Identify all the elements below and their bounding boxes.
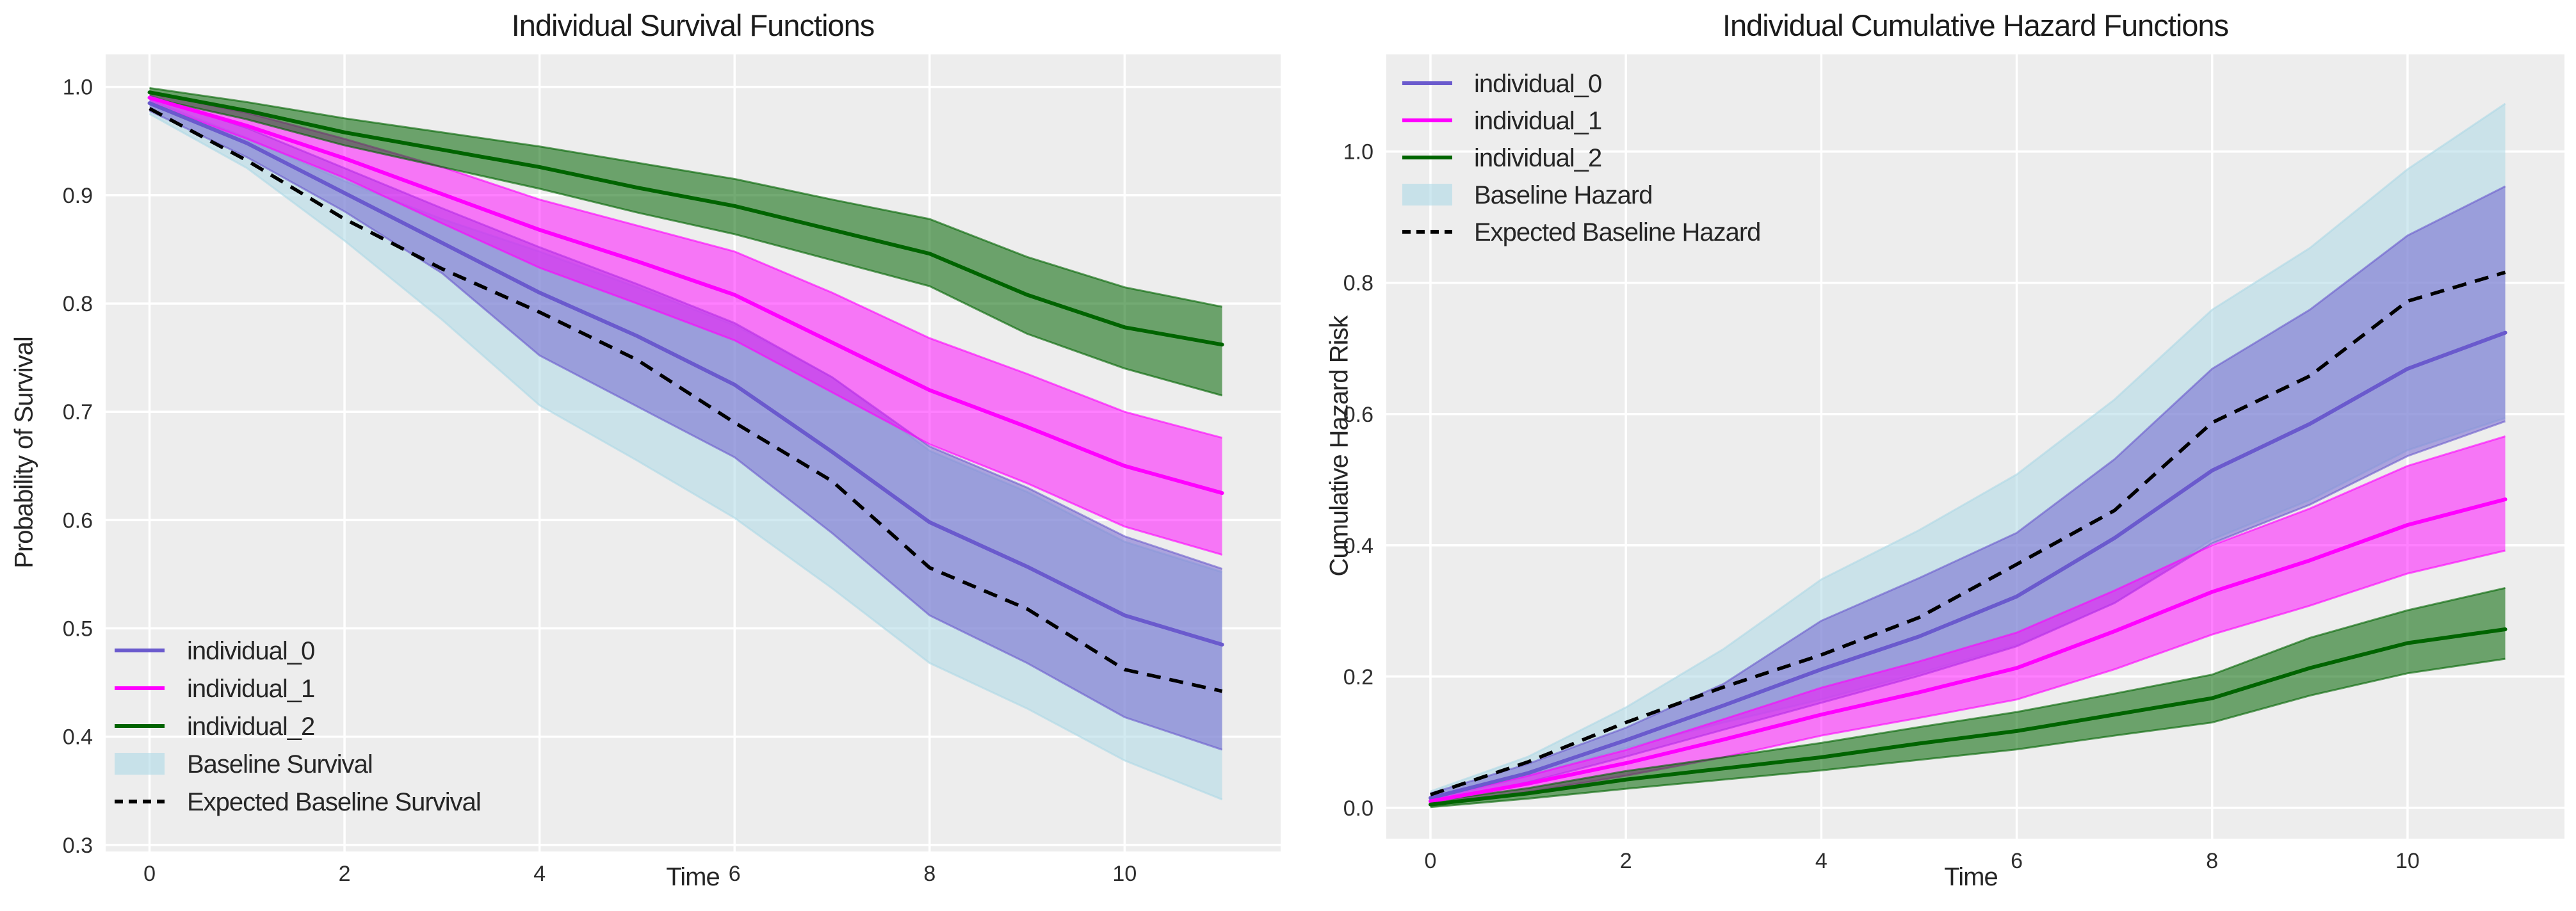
legend-label-baseline-survival: Baseline Survival: [187, 750, 373, 778]
hazard-y-axis-label: Cumulative Hazard Risk: [1325, 316, 1354, 577]
line-individual_2: [1428, 627, 2507, 807]
legend-label-individual_1: individual_1: [187, 675, 314, 703]
x-tick-label: 2: [339, 862, 351, 886]
band-lower-edge: [149, 109, 1223, 751]
band-upper-edge: [1430, 586, 2506, 803]
x-tick-label: 0: [143, 862, 156, 886]
hazard-chart: 0 2 4 6 8 10 0.0 0.2 0.4 0.6 0.8 1.0 individual_0ind…: [1343, 54, 2564, 873]
hazard-chart-title: Individual Cumulative Hazard Functions: [1722, 8, 2229, 42]
legend-label-individual_2: individual_2: [1474, 144, 1601, 172]
y-tick-label: 0.8: [63, 292, 93, 316]
y-tick-label: 0.3: [63, 834, 93, 858]
x-tick-label: 0: [1425, 849, 1437, 873]
y-tick-label: 1.0: [1343, 140, 1373, 165]
y-tick-label: 0.6: [63, 508, 93, 533]
x-tick-label: 4: [533, 862, 546, 886]
line-individual_2: [147, 90, 1224, 347]
survival-y-axis-label: Probability of Survival: [10, 337, 38, 568]
confidence-band-individual_1: [1430, 436, 2506, 805]
y-tick-label: 0.4: [63, 725, 93, 750]
band-upper-edge: [1430, 102, 2506, 793]
line-expected-baseline-hazard: [1430, 270, 2506, 796]
confidence-band-individual_0: [1430, 186, 2506, 803]
x-tick-label: 6: [2011, 849, 2023, 873]
x-tick-label: 8: [923, 862, 936, 886]
survival-chart: 0 2 4 6 8 10 1.0 0.9 0.8 0.7 0.6 0.5 0.4 0.3 individua…: [63, 54, 1281, 886]
line-individual_0: [1428, 330, 2507, 800]
y-tick-label: 0.8: [1343, 271, 1373, 296]
x-tick-label: 2: [1620, 849, 1632, 873]
legend-label-expected-baseline-survival: Expected Baseline Survival: [187, 788, 481, 816]
band-upper-edge: [1430, 185, 2506, 794]
confidence-band-individual_1: [149, 92, 1222, 555]
x-tick-label: 6: [729, 862, 741, 886]
legend-label-individual_0: individual_0: [1474, 70, 1601, 98]
line-individual_0: [147, 101, 1224, 647]
band-upper-edge: [149, 86, 1222, 308]
x-tick-label: 10: [2395, 849, 2420, 873]
y-tick-label: 0.4: [1343, 534, 1373, 558]
line-individual_1: [1428, 497, 2507, 803]
line-individual_1: [147, 95, 1224, 496]
legend-swatch-baseline-survival: [115, 753, 165, 775]
y-tick-label: 0.6: [1343, 403, 1373, 427]
legend-label-individual_0: individual_0: [187, 637, 314, 665]
legend-label-baseline-hazard: Baseline Hazard: [1474, 181, 1653, 209]
y-tick-label: 0.2: [1343, 665, 1373, 689]
y-tick-label: 0.5: [63, 617, 93, 641]
y-tick-label: 0.7: [63, 400, 93, 424]
x-tick-label: 10: [1112, 862, 1137, 886]
confidence-band-individual_0: [149, 95, 1222, 750]
legend-swatch-baseline-hazard: [1402, 184, 1452, 206]
line-expected-baseline-survival: [149, 107, 1223, 693]
hazard-x-axis-label: Time: [1944, 863, 1998, 891]
confidence-band-individual_2: [1430, 588, 2506, 807]
x-tick-label: 8: [2206, 849, 2218, 873]
survival-chart-title: Individual Survival Functions: [511, 8, 875, 42]
legend-label-expected-baseline-hazard: Expected Baseline Hazard: [1474, 218, 1760, 246]
y-tick-label: 0.0: [1343, 796, 1373, 821]
band-lower-edge: [1430, 657, 2506, 809]
band-upper-edge: [1430, 435, 2506, 799]
band-lower-edge: [149, 113, 1223, 801]
survival-x-axis-label: Time: [666, 863, 720, 891]
y-tick-label: 1.0: [63, 76, 93, 100]
band-lower-edge: [149, 102, 1223, 556]
x-tick-label: 4: [1815, 849, 1827, 873]
legend-label-individual_1: individual_1: [1474, 107, 1601, 135]
legend-label-individual_2: individual_2: [187, 713, 314, 741]
band-lower-edge: [149, 97, 1223, 397]
y-tick-label: 0.9: [63, 184, 93, 208]
